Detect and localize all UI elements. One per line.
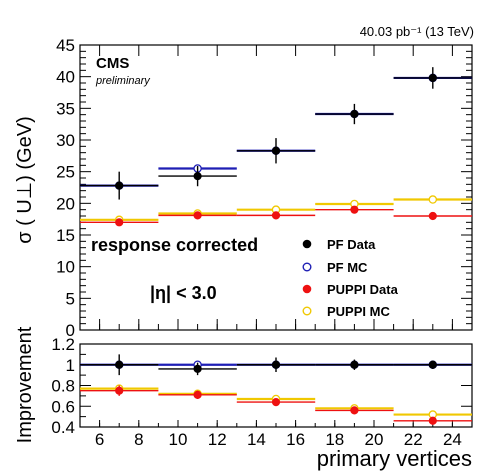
- x-axis: 6 8 10 12 14 16 18 20 22 24: [79, 45, 473, 449]
- upper-pf-data-point: [428, 73, 437, 83]
- lower-y-axis: 0.4 0.60.8 1 1.2: [51, 335, 472, 437]
- lumi-label: 40.03 pb⁻¹ (13 TeV): [360, 24, 474, 39]
- lower-y-tick-label: 0.6: [51, 397, 75, 416]
- upper-y-tick-label: 0: [66, 321, 75, 340]
- lower-y-tick-label: 0.4: [51, 418, 75, 437]
- x-tick-label: 24: [443, 430, 462, 449]
- legend-marker-pf-mc: [302, 262, 312, 272]
- lower-y-tick-label: 1: [66, 356, 75, 375]
- upper-puppi-mc-point: [428, 195, 438, 204]
- legend-label-puppi-mc: PUPPI MC: [327, 304, 390, 319]
- legend-label-pf-mc: PF MC: [327, 260, 368, 275]
- response-corrected-annotation: response corrected: [91, 235, 258, 255]
- lower-pf-data-point: [428, 360, 437, 369]
- upper-puppi-data-point: [350, 205, 359, 214]
- lower-puppi-data-point: [350, 406, 359, 415]
- upper-data-marks: [80, 67, 472, 227]
- lower-pf-data-point: [193, 364, 202, 373]
- legend-marker-pf-data: [302, 239, 312, 249]
- x-tick-label: 6: [95, 430, 104, 449]
- x-tick-label: 14: [247, 430, 266, 449]
- lower-pf-data-point: [115, 360, 124, 369]
- upper-y-tick-label: 5: [66, 289, 75, 308]
- legend-marker-puppi-data: [302, 284, 312, 294]
- lower-y-tick-label: 0.8: [51, 377, 75, 396]
- lower-puppi-data-point: [193, 390, 202, 399]
- upper-y-tick-label: 15: [56, 226, 75, 245]
- upper-y-tick-label: 10: [56, 258, 75, 277]
- upper-y-tick-label: 30: [56, 131, 75, 150]
- x-tick-label: 16: [286, 430, 305, 449]
- x-axis-title: primary vertices: [317, 446, 472, 471]
- upper-puppi-data-point: [193, 211, 202, 220]
- upper-y-axis: 0 5 10 15 20 25 30 35 40 45: [56, 36, 472, 340]
- x-tick-label: 10: [169, 430, 188, 449]
- preliminary-label: preliminary: [95, 75, 151, 87]
- lower-y-tick-label: 1.2: [51, 335, 75, 354]
- lower-y-axis-title: Improvement: [14, 326, 36, 443]
- lower-pf-data-point: [271, 360, 281, 369]
- upper-pf-data-point: [271, 146, 281, 155]
- upper-pf-data-point: [115, 181, 124, 190]
- x-tick-label: 8: [134, 430, 143, 449]
- upper-puppi-data-point: [428, 211, 437, 221]
- upper-puppi-data-point: [271, 211, 281, 220]
- upper-y-tick-label: 20: [56, 194, 75, 213]
- legend-marker-puppi-mc: [302, 306, 312, 316]
- lower-puppi-data-point: [271, 398, 281, 407]
- upper-pf-data-point: [193, 172, 202, 181]
- lower-pf-data-point: [350, 360, 359, 369]
- legend: PF Data PF MC PUPPI Data PUPPI MC: [302, 237, 399, 319]
- legend-label-pf-data: PF Data: [327, 237, 376, 252]
- upper-y-tick-label: 35: [56, 99, 75, 118]
- upper-pf-data-point: [350, 109, 359, 119]
- lower-puppi-data-point: [428, 416, 437, 425]
- upper-y-tick-label: 25: [56, 163, 75, 182]
- cms-label: CMS: [96, 55, 129, 72]
- upper-frame: [79, 44, 473, 331]
- lower-puppi-data-point: [115, 386, 124, 395]
- x-tick-label: 18: [325, 430, 344, 449]
- legend-label-puppi-data: PUPPI Data: [327, 282, 399, 297]
- x-tick-label: 12: [208, 430, 227, 449]
- x-tick-label: 20: [365, 430, 384, 449]
- upper-y-axis-title: σ ( U⊥) (GeV): [14, 116, 36, 244]
- lower-data-marks: [80, 354, 472, 425]
- x-tick-label: 22: [404, 430, 423, 449]
- eta-cut-annotation: |η| < 3.0: [150, 283, 217, 303]
- upper-y-tick-label: 45: [56, 36, 75, 55]
- upper-y-tick-label: 40: [56, 68, 75, 87]
- upper-puppi-data-point: [115, 218, 124, 227]
- upper-plot-frame: [79, 44, 473, 331]
